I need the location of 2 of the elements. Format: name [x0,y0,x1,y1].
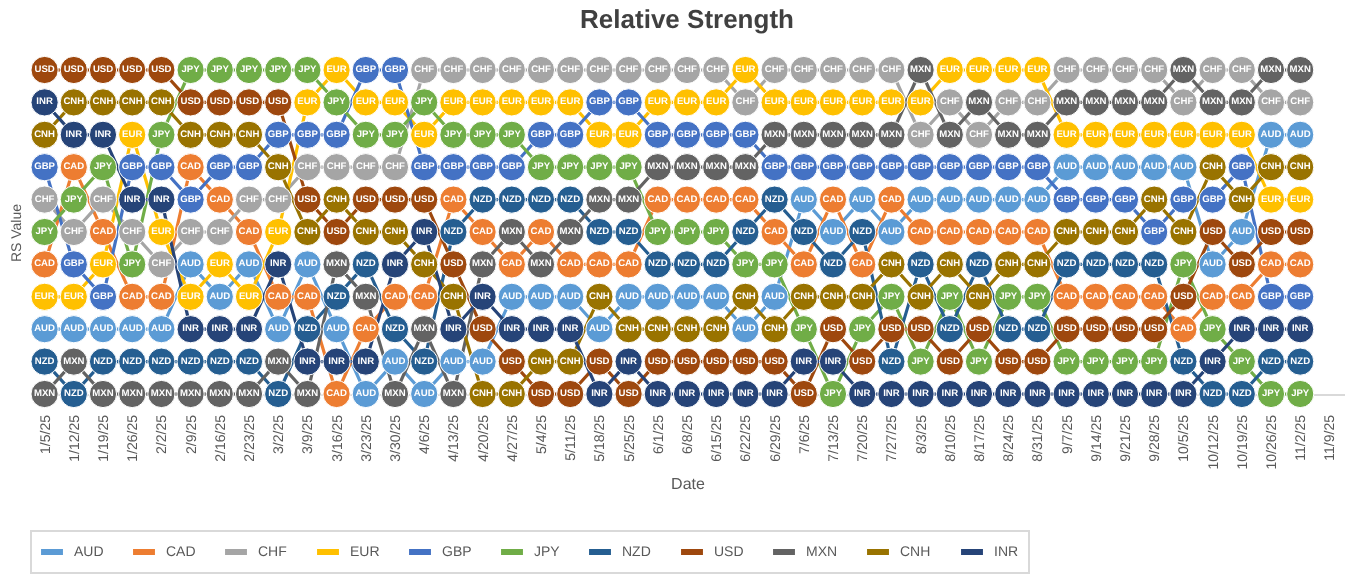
x-axis-title: Date [671,475,706,494]
chart-title: Relative Strength [580,4,795,35]
